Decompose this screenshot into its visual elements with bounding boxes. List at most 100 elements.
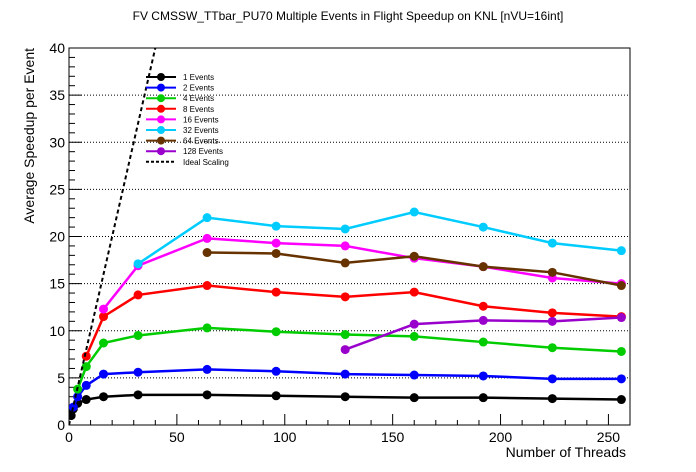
- data-point: [271, 238, 281, 248]
- legend-label: 2 Events: [183, 84, 214, 93]
- data-point: [478, 393, 488, 403]
- data-point: [81, 362, 91, 372]
- data-point: [271, 366, 281, 376]
- data-point: [616, 246, 626, 256]
- data-point: [202, 364, 212, 374]
- data-point: [133, 390, 143, 400]
- series-64-events: [202, 248, 626, 291]
- data-point: [133, 290, 143, 300]
- x-tick-label: 100: [273, 429, 297, 445]
- data-point: [133, 367, 143, 377]
- x-tick-label: 250: [597, 429, 621, 445]
- data-point: [202, 233, 212, 243]
- legend-item: Ideal Scaling: [146, 158, 229, 167]
- legend-item: 64 Events: [146, 136, 219, 146]
- legend-swatch-marker: [157, 83, 165, 92]
- data-point: [340, 330, 350, 340]
- series-line: [102, 237, 622, 310]
- data-point: [616, 374, 626, 384]
- data-point: [340, 224, 350, 234]
- data-point: [271, 248, 281, 258]
- data-point: [547, 316, 557, 326]
- data-point: [340, 258, 350, 268]
- y-tick-label: 25: [49, 181, 65, 197]
- y-tick-label: 20: [49, 229, 65, 245]
- data-point: [202, 390, 212, 400]
- series-line: [76, 326, 622, 390]
- legend-swatch-marker: [157, 104, 165, 113]
- y-tick-label: 35: [49, 87, 65, 103]
- y-axis-ticks: 0 5 10 15 20 25 30 35 40: [49, 40, 82, 433]
- legend-item: 8 Events: [146, 104, 214, 114]
- data-point: [271, 221, 281, 231]
- x-axis-label: Number of Threads: [506, 444, 626, 460]
- series-1-events: [69, 390, 626, 421]
- series-8-events: [81, 281, 626, 361]
- data-point: [547, 267, 557, 277]
- data-point: [547, 308, 557, 318]
- data-point: [271, 287, 281, 297]
- data-point: [340, 292, 350, 302]
- y-tick-label: 15: [49, 276, 65, 292]
- legend-label: 1 Events: [183, 73, 214, 82]
- legend-label: 4 Events: [183, 94, 214, 103]
- data-point: [340, 392, 350, 402]
- y-tick-label: 30: [49, 134, 65, 150]
- data-point: [478, 315, 488, 325]
- data-point: [202, 213, 212, 223]
- data-point: [202, 323, 212, 333]
- data-point: [478, 262, 488, 272]
- data-point: [340, 369, 350, 379]
- legend-label: Ideal Scaling: [183, 158, 229, 167]
- series-layer: [69, 48, 626, 425]
- legend-swatch-marker: [157, 73, 165, 81]
- data-point: [478, 222, 488, 232]
- data-point: [99, 338, 109, 348]
- legend-swatch-marker: [157, 126, 165, 134]
- x-tick-label: 0: [65, 429, 73, 445]
- data-point: [478, 337, 488, 347]
- series-2-events: [69, 364, 626, 412]
- data-point: [340, 345, 350, 355]
- data-point: [616, 395, 626, 405]
- data-point: [99, 369, 109, 379]
- data-point: [409, 251, 419, 261]
- legend-label: 8 Events: [183, 105, 214, 114]
- legend-item: 2 Events: [146, 83, 214, 93]
- y-axis-label: Average Speedup per Event: [21, 48, 37, 224]
- y-tick-label: 40: [49, 40, 65, 56]
- data-point: [340, 241, 350, 251]
- data-point: [616, 346, 626, 356]
- data-point: [202, 281, 212, 291]
- data-point: [81, 380, 91, 390]
- legend-item: 1 Events: [146, 73, 214, 82]
- series-128-events: [340, 313, 626, 355]
- legend-item: 128 Events: [146, 147, 223, 156]
- data-point: [99, 312, 109, 322]
- data-point: [99, 304, 109, 314]
- legend-swatch-marker: [157, 115, 165, 124]
- legend-label: 16 Events: [183, 115, 219, 124]
- data-point: [69, 402, 78, 412]
- data-point: [409, 207, 419, 217]
- data-point: [547, 238, 557, 248]
- legend-swatch-marker: [157, 136, 165, 145]
- data-point: [81, 351, 91, 361]
- series-line: [85, 284, 622, 357]
- legend-item: 4 Events: [146, 94, 214, 103]
- legend-item: 32 Events: [146, 126, 219, 135]
- data-point: [133, 330, 143, 340]
- data-point: [409, 393, 419, 403]
- series-4-events: [73, 323, 626, 394]
- series-16-events: [99, 233, 626, 314]
- legend-swatch-marker: [157, 147, 165, 156]
- data-point: [547, 374, 557, 384]
- data-point: [202, 248, 212, 258]
- data-point: [271, 327, 281, 337]
- data-point: [81, 395, 91, 405]
- x-tick-label: 50: [169, 429, 185, 445]
- legend-label: 32 Events: [183, 126, 219, 135]
- x-tick-label: 150: [381, 429, 405, 445]
- series-ideal-scaling: [69, 48, 157, 425]
